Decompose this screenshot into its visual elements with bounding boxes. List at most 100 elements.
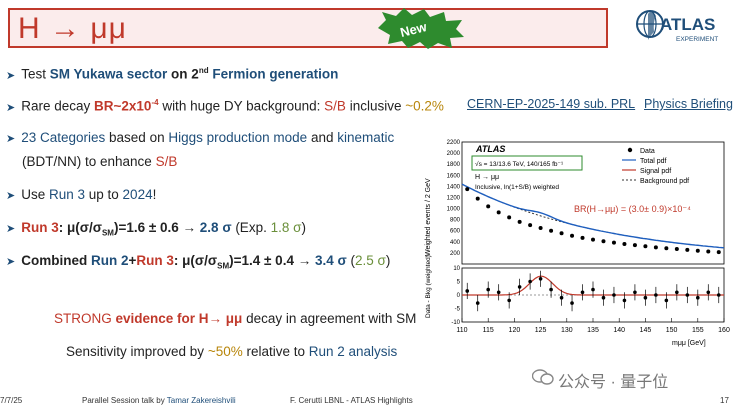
bullet-yukawa: ➤ Test SM Yukawa sector on 2nd Fermion ge… xyxy=(6,66,339,82)
energy-label: √s = 13/13.6 TeV, 140/165 fb⁻¹ xyxy=(475,160,564,168)
data-point xyxy=(695,248,700,253)
residual-point xyxy=(716,293,721,297)
data-point xyxy=(486,204,491,209)
residual-point xyxy=(496,290,501,295)
data-point xyxy=(601,239,606,244)
selection-label: Inclusive, ln(1+S/B) weighted xyxy=(475,184,559,191)
data-point xyxy=(570,233,575,238)
wechat-icon xyxy=(532,369,554,385)
atlas-plot-label: ATLAS xyxy=(475,144,505,154)
bullet-rare-decay: ➤ Rare decay BR~2x10-4 with huge DY backg… xyxy=(6,98,444,114)
data-point xyxy=(549,228,554,233)
br-label: BR(H→μμ) = (3.0± 0.9)×10⁻⁴ xyxy=(574,204,691,214)
y-tick-label-top: 1200 xyxy=(447,195,461,201)
data-point xyxy=(664,246,669,251)
residual-point xyxy=(507,298,511,303)
residual-point xyxy=(549,287,553,292)
residual-point xyxy=(559,295,564,300)
data-point xyxy=(580,235,585,240)
y-tick-label-top: 1800 xyxy=(447,162,461,168)
data-point xyxy=(465,187,470,192)
data-point xyxy=(716,250,721,255)
x-tick-label: 140 xyxy=(613,327,625,334)
bullet-run3: ➤ Use Run 3 up to 2024! xyxy=(6,187,157,202)
y-tick-label-bottom: -10 xyxy=(451,320,460,326)
residual-point xyxy=(591,287,595,292)
residual-point xyxy=(706,290,711,295)
page-number: 17 xyxy=(720,396,729,405)
x-tick-label: 125 xyxy=(535,327,547,334)
bullet-arrow-icon: ➤ xyxy=(6,256,16,268)
residual-point xyxy=(486,287,490,292)
data-point xyxy=(611,240,616,245)
bullet-arrow-icon: ➤ xyxy=(6,69,16,82)
data-point xyxy=(622,242,627,247)
legend-data-marker xyxy=(627,147,633,153)
residual-point xyxy=(612,293,616,297)
cern-paper-link[interactable]: CERN-EP-2025-149 sub. PRL xyxy=(467,97,636,111)
footer-date: 7/7/25 xyxy=(0,396,23,405)
chart-legend: Data Total pdf Signal pdf Background pdf xyxy=(622,147,689,185)
residual-point xyxy=(654,293,658,297)
residual-point xyxy=(465,289,470,293)
y-tick-label-top: 1000 xyxy=(447,207,461,213)
physics-briefing-link[interactable]: Physics Briefing xyxy=(644,97,733,111)
x-tick-label: 115 xyxy=(483,327,494,334)
y-tick-label-bottom: 5 xyxy=(457,280,461,286)
residual-point xyxy=(696,295,700,300)
data-point xyxy=(674,247,679,252)
sensitivity-line: Sensitivity improved by ~50% relative to… xyxy=(66,344,398,359)
data-point xyxy=(591,237,595,242)
x-tick-label: 130 xyxy=(561,327,573,334)
x-tick-label: 150 xyxy=(666,327,678,334)
residual-point xyxy=(538,277,543,281)
total-pdf-curve xyxy=(461,183,725,249)
y-tick-label-top: 1600 xyxy=(447,173,461,179)
residual-point xyxy=(633,290,637,295)
data-point xyxy=(496,210,501,215)
bullet-categories-line2: (BDT/NN) to enhance S/B xyxy=(22,154,178,169)
y-tick-label-top: 600 xyxy=(450,229,461,235)
bullet-arrow-icon: ➤ xyxy=(6,101,16,114)
x-tick-label: 135 xyxy=(587,327,599,334)
legend-signal: Signal pdf xyxy=(640,168,671,175)
y-axis-label-top: Weighted events / 2 GeV xyxy=(425,178,432,256)
data-point xyxy=(643,244,648,249)
residual-point xyxy=(517,285,522,289)
data-point xyxy=(706,249,711,254)
data-point xyxy=(632,243,637,248)
data-point xyxy=(559,231,564,236)
legend-data: Data xyxy=(640,148,655,155)
residual-point xyxy=(570,301,574,305)
y-tick-label-top: 1400 xyxy=(447,184,461,190)
y-tick-label-top: 2000 xyxy=(447,151,461,157)
y-tick-label-top: 200 xyxy=(450,251,461,257)
data-point xyxy=(685,247,690,252)
data-point xyxy=(517,219,522,224)
x-tick-label: 110 xyxy=(456,327,467,334)
data-point xyxy=(507,215,512,220)
slide-title: H → μμ xyxy=(18,12,127,45)
process-label: H → μμ xyxy=(475,174,499,181)
residual-point xyxy=(622,298,627,303)
legend-background: Background pdf xyxy=(640,178,689,185)
atlas-logo: ATLAS EXPERIMENT xyxy=(636,10,718,43)
y-tick-label-bottom: -5 xyxy=(455,307,461,313)
bullet-run3-result: ➤ Run 3: μ(σ/σSM)=1.6 ± 0.6 → 2.8 σ (Exp.… xyxy=(6,220,306,238)
y-tick-label-bottom: 10 xyxy=(453,266,460,272)
bullet-arrow-icon: ➤ xyxy=(6,223,16,235)
bullet-arrow-icon: ➤ xyxy=(6,133,16,145)
residual-point xyxy=(685,293,690,297)
bullet-arrow-icon: ➤ xyxy=(6,190,16,202)
footer-talk: Parallel Session talk by Tamar Zakereish… xyxy=(82,396,236,405)
data-point xyxy=(538,225,543,230)
residual-point xyxy=(664,298,669,303)
atlas-logo-subtext: EXPERIMENT xyxy=(676,36,718,43)
watermark-text: 公众号 · 量子位 xyxy=(558,374,669,391)
new-badge-starburst xyxy=(378,8,464,49)
strong-evidence-line: STRONG evidence for H→ μμ decay in agree… xyxy=(54,311,417,326)
legend-total: Total pdf xyxy=(640,158,667,165)
x-tick-label: 155 xyxy=(692,327,704,334)
slide-title-box: H → μμ xyxy=(8,8,608,48)
residual-point xyxy=(475,301,480,305)
